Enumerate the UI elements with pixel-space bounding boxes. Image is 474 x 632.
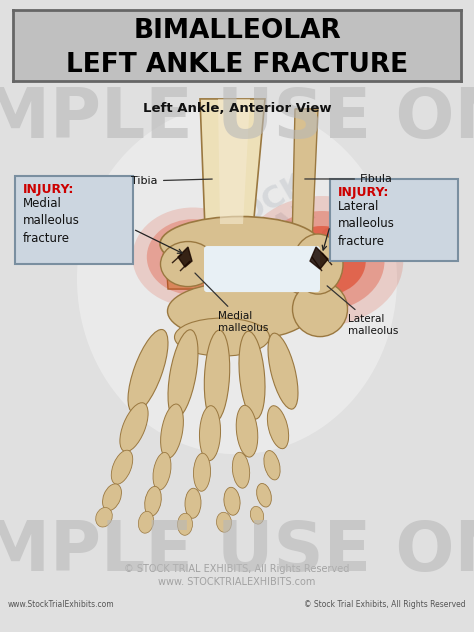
Text: SAMPLE USE ONLY: SAMPLE USE ONLY (0, 518, 474, 585)
Ellipse shape (268, 333, 298, 409)
Polygon shape (322, 253, 332, 265)
Ellipse shape (145, 487, 161, 516)
Text: TRIAL: TRIAL (220, 197, 320, 271)
Ellipse shape (120, 403, 148, 452)
Text: LEFT ANKLE FRACTURE: LEFT ANKLE FRACTURE (66, 52, 408, 78)
Ellipse shape (167, 282, 312, 340)
Text: INJURY:: INJURY: (338, 186, 389, 199)
Text: INJURY:: INJURY: (23, 183, 74, 196)
Ellipse shape (256, 483, 272, 507)
Ellipse shape (161, 241, 216, 286)
Ellipse shape (185, 489, 201, 518)
Ellipse shape (278, 226, 366, 296)
Ellipse shape (128, 329, 168, 413)
Ellipse shape (224, 487, 240, 515)
Polygon shape (292, 109, 318, 244)
Text: Lateral
malleolus
fracture: Lateral malleolus fracture (338, 200, 395, 248)
Ellipse shape (236, 405, 258, 457)
Text: Medial
malleolus: Medial malleolus (195, 273, 268, 332)
Text: © STOCK TRIAL EXHIBITS, All Rights Reserved: © STOCK TRIAL EXHIBITS, All Rights Reser… (124, 564, 350, 574)
Polygon shape (180, 261, 190, 271)
Ellipse shape (111, 450, 133, 484)
Text: EXHIBITS: EXHIBITS (233, 224, 343, 298)
FancyBboxPatch shape (204, 246, 320, 292)
Ellipse shape (147, 219, 239, 295)
Text: www. STOCKTRIALEXHIBITS.com: www. STOCKTRIALEXHIBITS.com (158, 577, 316, 587)
Polygon shape (312, 257, 322, 271)
Ellipse shape (241, 196, 403, 326)
Ellipse shape (267, 406, 289, 449)
Ellipse shape (250, 506, 264, 524)
Ellipse shape (204, 330, 230, 422)
Text: Left Ankle, Anterior View: Left Ankle, Anterior View (143, 102, 331, 116)
Text: © Stock Trial Exhibits, All Rights Reserved: © Stock Trial Exhibits, All Rights Reser… (304, 600, 466, 609)
Ellipse shape (239, 331, 265, 419)
Ellipse shape (174, 318, 270, 356)
Polygon shape (165, 244, 320, 289)
Text: SAMPLE USE ONLY: SAMPLE USE ONLY (0, 85, 474, 152)
Ellipse shape (162, 232, 224, 283)
Polygon shape (172, 254, 182, 263)
Text: Lateral
malleolus: Lateral malleolus (327, 286, 398, 336)
Text: Quality Medicine for Less: Quality Medicine for Less (196, 266, 308, 336)
Text: STOCK: STOCK (198, 167, 312, 250)
Ellipse shape (77, 104, 397, 454)
FancyBboxPatch shape (15, 176, 133, 264)
Ellipse shape (217, 513, 231, 532)
Ellipse shape (168, 330, 198, 418)
Text: BIMALLEOLAR: BIMALLEOLAR (133, 18, 341, 44)
Ellipse shape (138, 511, 154, 533)
Text: Tibia: Tibia (131, 176, 212, 186)
Polygon shape (310, 247, 328, 269)
Text: www.StockTrialExhibits.com: www.StockTrialExhibits.com (8, 600, 115, 609)
Ellipse shape (200, 406, 220, 461)
Ellipse shape (264, 451, 280, 480)
Ellipse shape (259, 211, 384, 311)
Ellipse shape (153, 453, 171, 490)
Ellipse shape (177, 513, 192, 535)
Ellipse shape (292, 282, 347, 337)
Polygon shape (218, 99, 250, 224)
FancyBboxPatch shape (330, 179, 458, 261)
Text: Fibula: Fibula (305, 174, 393, 184)
Text: TM: TM (265, 272, 284, 289)
Ellipse shape (293, 234, 343, 294)
Ellipse shape (160, 217, 320, 272)
Ellipse shape (232, 453, 250, 488)
Ellipse shape (193, 453, 210, 491)
Text: Medial
malleolus
fracture: Medial malleolus fracture (23, 197, 80, 245)
Ellipse shape (102, 484, 121, 511)
Ellipse shape (133, 207, 254, 307)
Polygon shape (200, 99, 265, 229)
Ellipse shape (96, 507, 112, 527)
Ellipse shape (161, 404, 183, 458)
Polygon shape (178, 247, 192, 267)
